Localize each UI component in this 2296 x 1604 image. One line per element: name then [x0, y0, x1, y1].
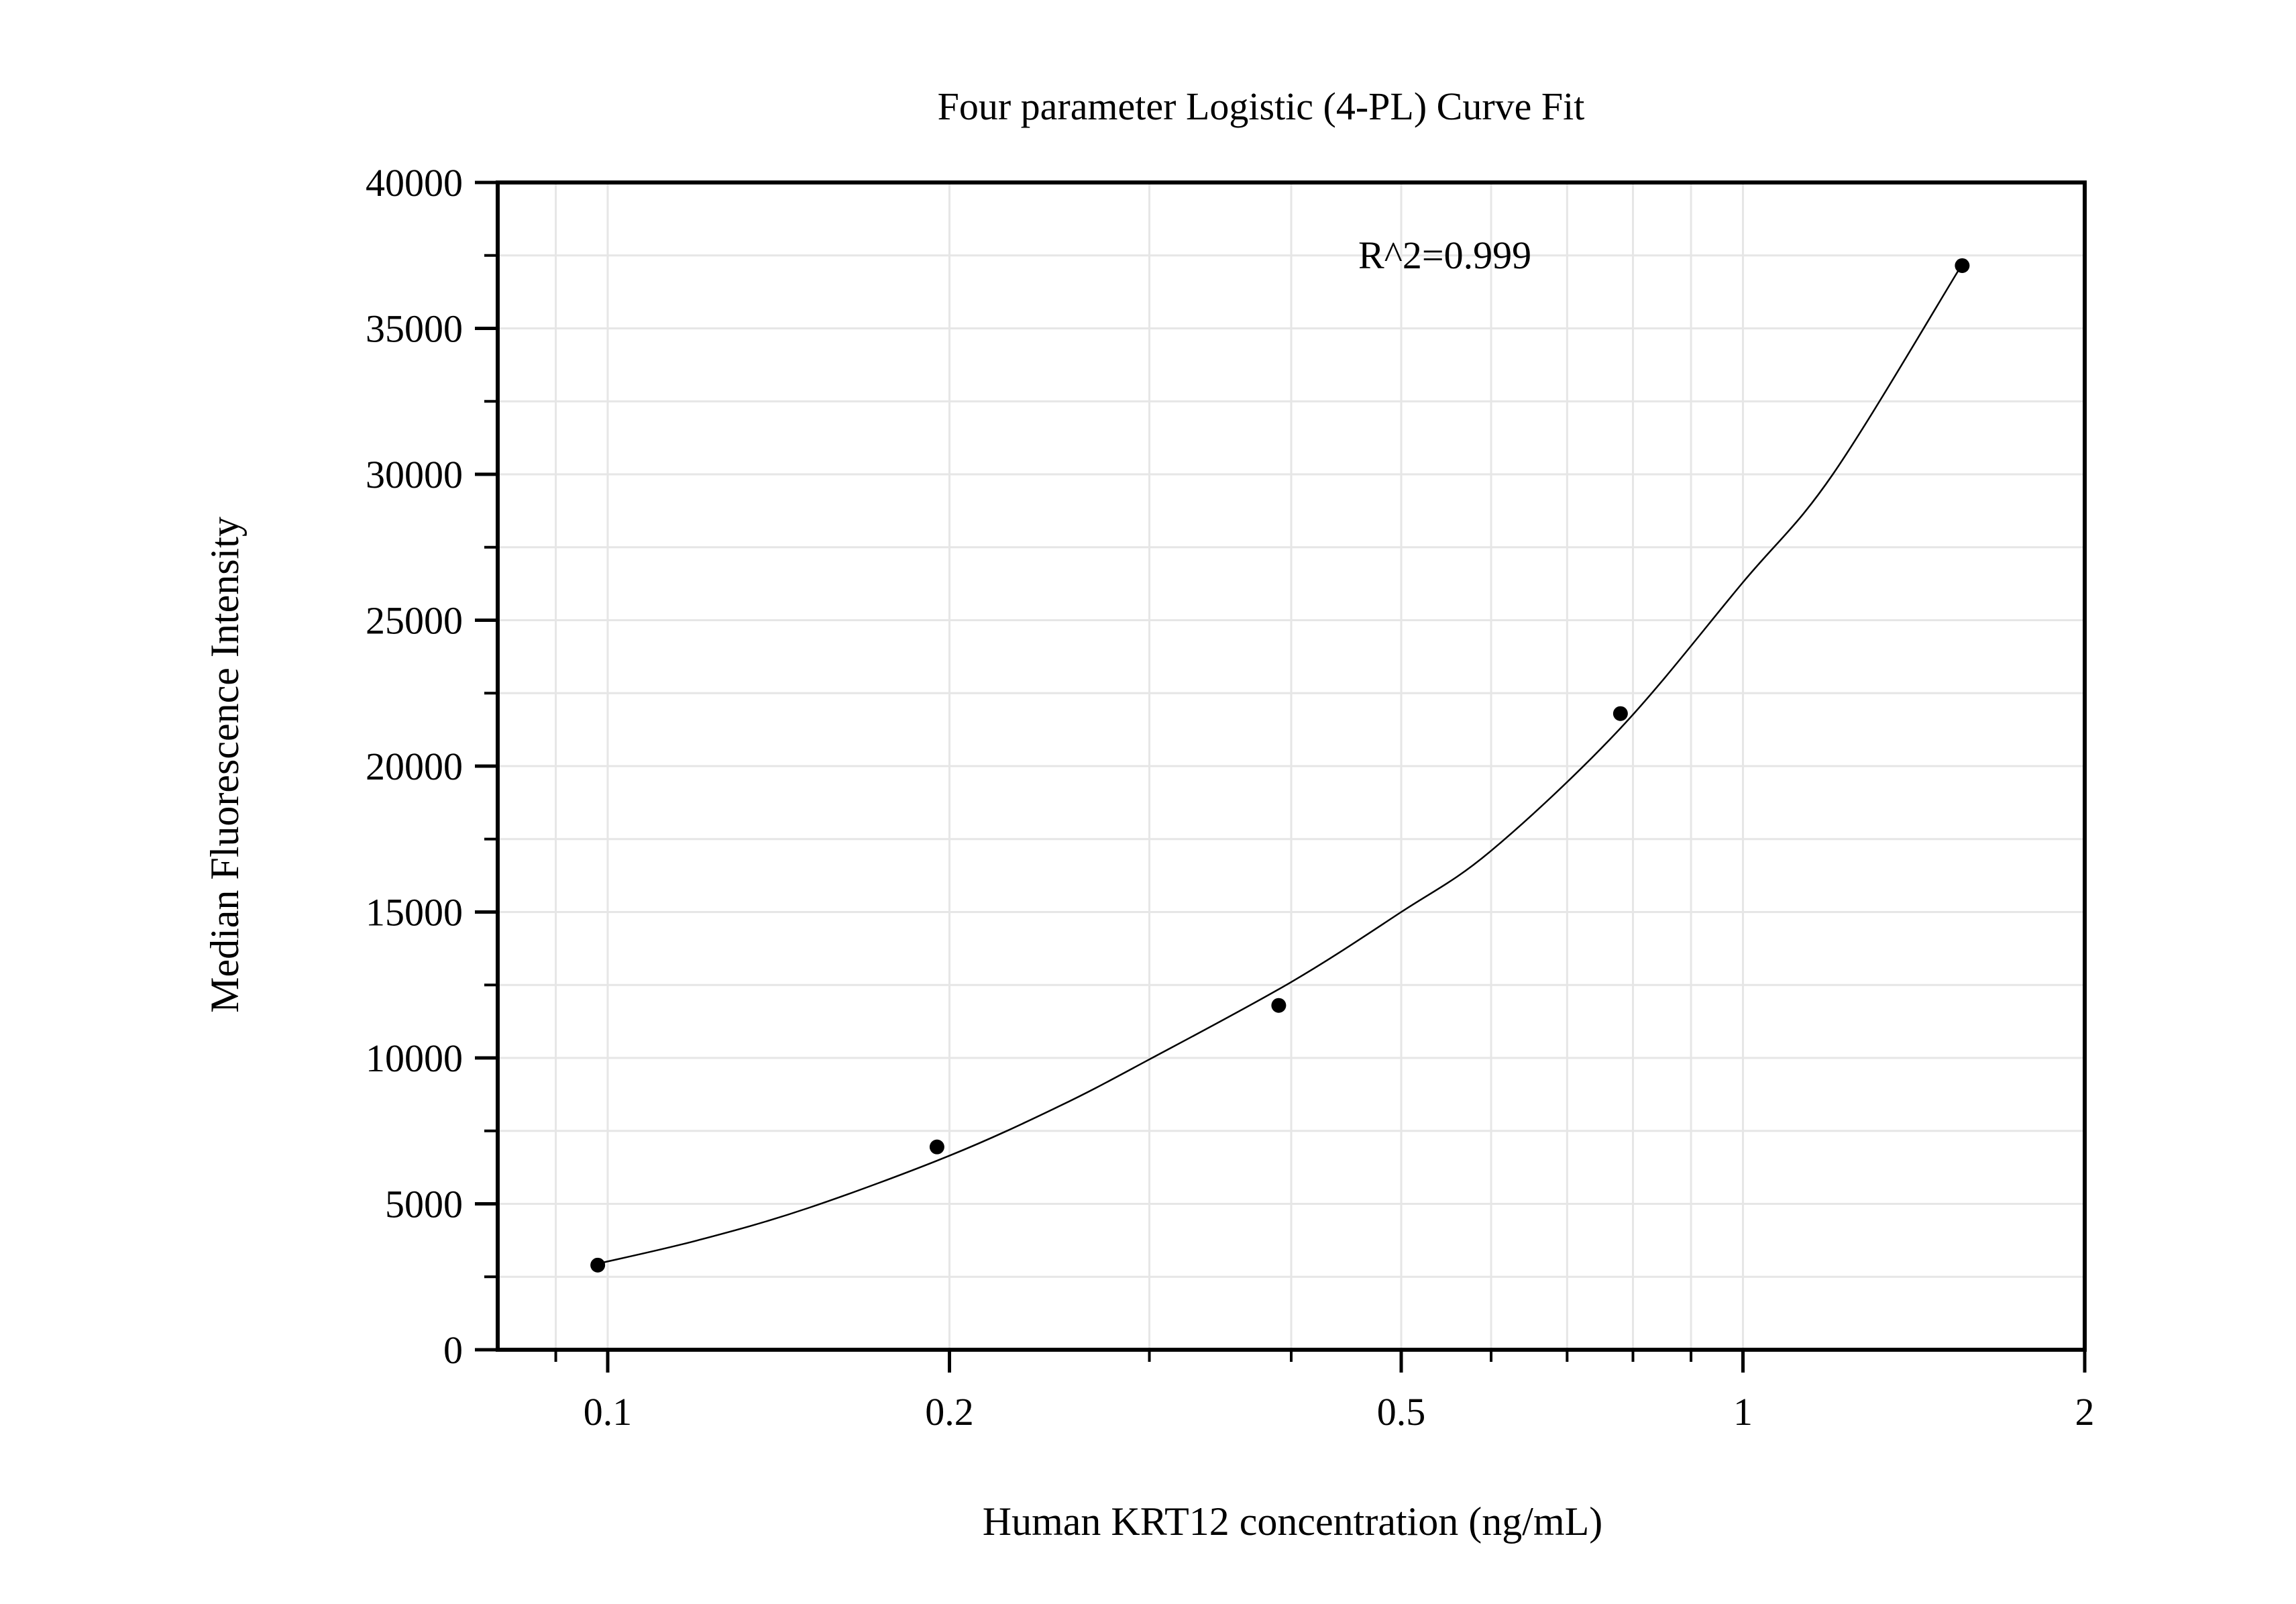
x-tick-label: 2 [2075, 1390, 2095, 1434]
data-point [1612, 706, 1628, 721]
y-tick-label: 20000 [366, 745, 463, 788]
x-tick-label: 0.5 [1377, 1390, 1426, 1434]
y-tick-label: 40000 [366, 161, 463, 205]
data-points-layer [590, 258, 1970, 1273]
x-axis-label: Human KRT12 concentration (ng/mL) [983, 1499, 1603, 1544]
y-tick-label: 0 [443, 1328, 463, 1372]
data-point [1955, 258, 1970, 273]
r-squared-annotation: R^2=0.999 [1358, 233, 1531, 277]
axis-ticks [475, 180, 2087, 1373]
fit-curve-line [597, 264, 1963, 1265]
data-point [590, 1257, 606, 1273]
data-point [929, 1139, 944, 1155]
x-tick-label: 0.1 [584, 1390, 633, 1434]
x-tick-label: 1 [1733, 1390, 1753, 1434]
x-tick-label: 0.2 [925, 1390, 974, 1434]
fit-curve-layer [597, 264, 1963, 1265]
y-tick-label: 25000 [366, 599, 463, 643]
y-tick-label: 5000 [385, 1183, 463, 1226]
data-point [1271, 998, 1287, 1013]
y-tick-label: 15000 [366, 891, 463, 934]
y-tick-label: 30000 [366, 453, 463, 496]
tick-labels: 0 5000 10000 15000 20000 25000 30000 35000 40000… [366, 161, 2095, 1434]
y-axis-label: Median Fluorescence Intensity [203, 517, 247, 1013]
chart-title: Four parameter Logistic (4-PL) Curve Fit [938, 85, 1585, 128]
grid [498, 182, 2085, 1350]
y-tick-label: 35000 [366, 307, 463, 351]
y-tick-label: 10000 [366, 1036, 463, 1080]
